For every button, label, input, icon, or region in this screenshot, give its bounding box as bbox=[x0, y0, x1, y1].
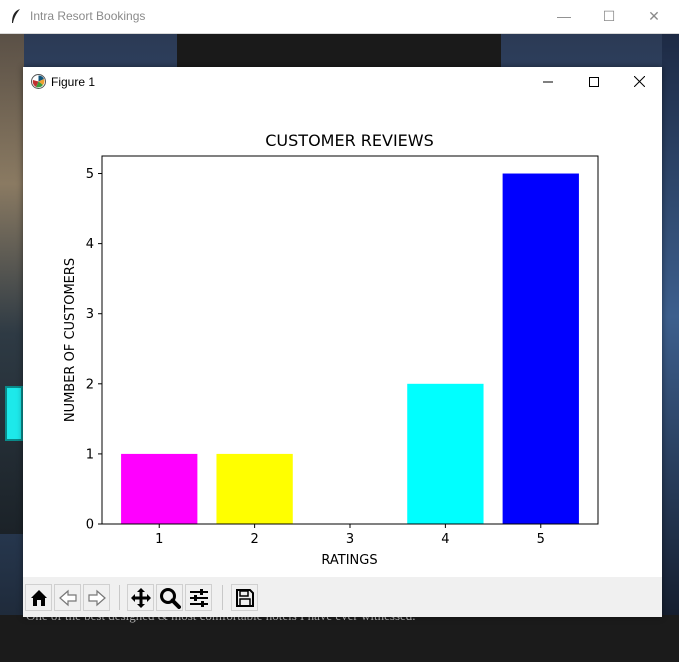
figure-window-title: Figure 1 bbox=[51, 75, 96, 89]
navigation-toolbar bbox=[23, 577, 662, 617]
bar-rating-4 bbox=[407, 383, 484, 524]
toolbar-separator bbox=[222, 585, 223, 610]
save-button[interactable] bbox=[231, 584, 258, 611]
y-tick-label: 3 bbox=[86, 307, 94, 322]
y-tick-label: 2 bbox=[86, 377, 94, 392]
home-button[interactable] bbox=[25, 584, 52, 611]
configure-subplots-button[interactable] bbox=[185, 584, 212, 611]
toolbar-separator bbox=[119, 585, 120, 610]
background-window-title: Intra Resort Bookings bbox=[30, 9, 146, 23]
chart-title: CUSTOMER REVIEWS bbox=[265, 131, 434, 150]
close-icon bbox=[633, 76, 645, 87]
floppy-disk-icon bbox=[235, 588, 254, 607]
arrow-left-icon bbox=[58, 589, 77, 606]
move-icon bbox=[130, 587, 151, 608]
figure-maximize-button[interactable] bbox=[571, 67, 617, 96]
x-axis-label: RATINGS bbox=[321, 553, 377, 568]
bar-chart: CUSTOMER REVIEWS 1 2 3 4 5 0 1 2 3 4 5 RATINGS NU… bbox=[63, 131, 599, 568]
bar-rating-5 bbox=[502, 173, 579, 524]
y-tick-label: 1 bbox=[86, 447, 94, 462]
maximize-icon bbox=[589, 76, 599, 87]
y-tick-label: 0 bbox=[86, 518, 94, 533]
pan-button[interactable] bbox=[127, 584, 154, 611]
figure-minimize-button[interactable] bbox=[525, 67, 571, 96]
x-tick-label: 4 bbox=[441, 532, 449, 547]
magnifier-icon bbox=[159, 587, 181, 609]
figure-window: Figure 1 CUSTOMER REVIEWS 1 2 3 4 5 0 1 2 3 4 5 R… bbox=[23, 67, 662, 617]
background-titlebar: Intra Resort Bookings — ☐ ✕ bbox=[0, 0, 679, 34]
background-bottom-band bbox=[0, 615, 679, 662]
sliders-icon bbox=[189, 588, 208, 607]
background-dark-panel bbox=[177, 34, 501, 68]
x-tick-label: 5 bbox=[537, 532, 545, 547]
figure-titlebar: Figure 1 bbox=[23, 67, 662, 96]
arrow-right-icon bbox=[87, 589, 106, 606]
x-tick-label: 2 bbox=[250, 532, 258, 547]
x-tick-label: 3 bbox=[346, 532, 354, 547]
zoom-button[interactable] bbox=[156, 584, 183, 611]
background-minimize-button[interactable]: — bbox=[557, 8, 571, 24]
feather-icon bbox=[12, 9, 20, 23]
background-left-photo bbox=[0, 34, 24, 534]
y-tick-label: 5 bbox=[86, 167, 94, 182]
y-tick-label: 4 bbox=[86, 237, 94, 252]
figure-close-button[interactable] bbox=[616, 67, 662, 96]
forward-button[interactable] bbox=[83, 584, 110, 611]
x-tick-label: 1 bbox=[155, 532, 163, 547]
background-right-photo bbox=[662, 34, 679, 662]
background-close-button[interactable]: ✕ bbox=[648, 8, 660, 24]
background-maximize-button[interactable]: ☐ bbox=[602, 8, 616, 24]
bar-rating-1 bbox=[121, 453, 198, 524]
plot-canvas[interactable]: CUSTOMER REVIEWS 1 2 3 4 5 0 1 2 3 4 5 RATINGS NU… bbox=[23, 96, 662, 577]
back-button[interactable] bbox=[54, 584, 81, 611]
matplotlib-logo-icon bbox=[31, 74, 46, 89]
background-cyan-button[interactable] bbox=[5, 386, 23, 441]
home-icon bbox=[30, 589, 47, 606]
bar-rating-2 bbox=[216, 453, 293, 524]
minimize-icon bbox=[543, 81, 553, 82]
y-axis-label: NUMBER OF CUSTOMERS bbox=[63, 258, 78, 422]
